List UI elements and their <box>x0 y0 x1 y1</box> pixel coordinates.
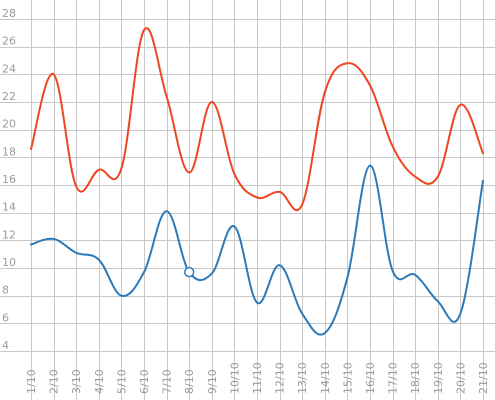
x-tick-label: 3/10 <box>70 369 83 394</box>
series-line-2 <box>30 164 484 336</box>
y-tick-label: 22 <box>2 90 16 103</box>
y-tick-label: 8 <box>2 284 9 297</box>
x-tick-label: 1/10 <box>25 369 38 394</box>
x-tick-label: 4/10 <box>93 369 106 394</box>
x-tick-label: 14/10 <box>319 362 332 394</box>
x-tick-label: 15/10 <box>341 362 354 394</box>
y-tick-label: 14 <box>2 201 16 214</box>
y-tick-label: 10 <box>2 256 16 269</box>
x-tick-label: 5/10 <box>115 369 128 394</box>
x-axis: 1/10 2/10 3/10 4/10 5/10 6/10 7/10 8/10 9/10 10/1… <box>25 362 490 394</box>
y-tick-label: 20 <box>2 118 16 131</box>
y-tick-label: 18 <box>2 145 16 158</box>
x-tick-label: 6/10 <box>138 369 151 394</box>
highlighted-data-point[interactable] <box>183 266 195 278</box>
y-tick-label: 4 <box>2 339 9 352</box>
x-tick-label: 7/10 <box>161 369 174 394</box>
x-tick-label: 21/10 <box>477 362 490 394</box>
x-tick-label: 2/10 <box>48 369 61 394</box>
series-group <box>30 27 484 336</box>
x-tick-label: 19/10 <box>432 362 445 394</box>
x-tick-label: 9/10 <box>206 369 219 394</box>
y-tick-label: 6 <box>2 311 9 324</box>
y-tick-label: 16 <box>2 173 16 186</box>
x-tick-label: 17/10 <box>387 362 400 394</box>
x-tick-label: 10/10 <box>228 362 241 394</box>
y-tick-label: 26 <box>2 35 16 48</box>
x-tick-label: 20/10 <box>454 362 467 394</box>
y-axis: 4 6 8 10 12 14 16 18 20 22 24 26 28 <box>2 7 16 352</box>
x-tick-label: 18/10 <box>409 362 422 394</box>
x-tick-label: 12/10 <box>274 362 287 394</box>
y-tick-label: 12 <box>2 228 16 241</box>
x-tick-label: 11/10 <box>251 362 264 394</box>
x-tick-label: 8/10 <box>183 369 196 394</box>
x-tick-label: 16/10 <box>364 362 377 394</box>
y-tick-label: 24 <box>2 62 16 75</box>
x-tick-label: 13/10 <box>296 362 309 394</box>
series-line-1 <box>30 27 484 212</box>
y-tick-label: 28 <box>2 7 16 20</box>
